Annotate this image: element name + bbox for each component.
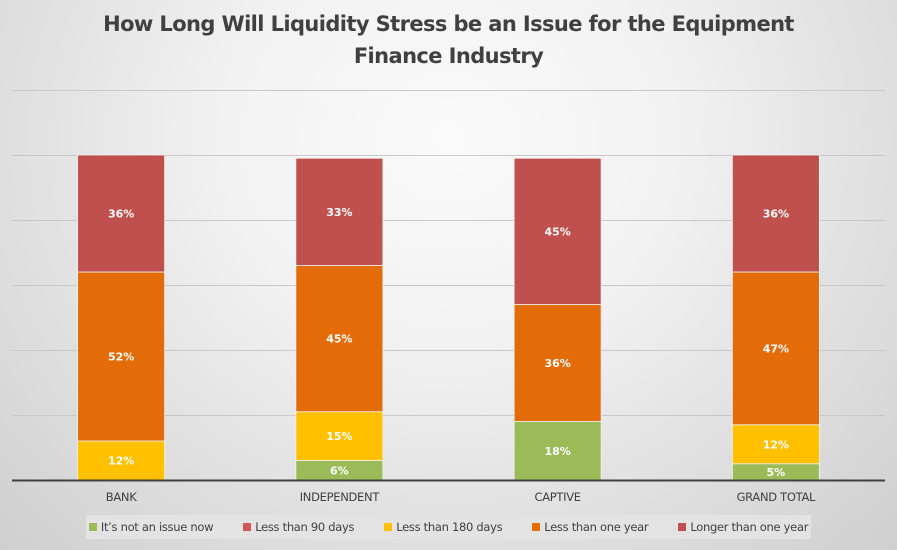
x-tick-label: INDEPENDENT <box>300 490 381 504</box>
bar-segment-less-than-one-year <box>513 304 602 422</box>
data-label: 36% <box>763 208 789 221</box>
x-tick-label: BANK <box>106 490 137 504</box>
data-label: 6% <box>330 464 349 477</box>
data-label: 36% <box>544 357 570 370</box>
legend-label: Longer than one year <box>690 520 809 534</box>
bar-segment-less-than-one-year <box>77 271 166 442</box>
data-label: 36% <box>108 208 134 221</box>
bar-segment-less-than-one-year <box>295 265 384 413</box>
data-label: 15% <box>326 430 352 443</box>
bar-segment-longer-than-one-year <box>295 157 384 266</box>
bars <box>77 154 820 481</box>
legend-swatch-icon <box>243 523 252 531</box>
data-label: 52% <box>108 351 134 364</box>
chart-title: How Long Will Liquidity Stress be an Iss… <box>0 8 897 72</box>
bar-segment-less-than-180-days <box>731 424 820 465</box>
legend-swatch-icon <box>384 523 393 531</box>
data-label: 18% <box>544 445 570 458</box>
bar-segment-less-than-one-year <box>731 271 820 426</box>
legend-label: Less than 180 days <box>396 520 503 534</box>
legend-swatch-icon <box>678 523 687 531</box>
chart-title-line-2: Finance Industry <box>353 44 544 68</box>
legend-item: It’s not an issue now <box>88 520 214 534</box>
data-label: 33% <box>326 206 352 219</box>
legend-item: Less than one year <box>532 520 649 534</box>
x-tick-label: GRAND TOTAL <box>737 490 816 504</box>
data-label: 12% <box>763 438 789 451</box>
data-label: 5% <box>767 466 786 479</box>
data-label: 45% <box>544 225 570 238</box>
legend-item: Less than 180 days <box>384 520 503 534</box>
data-label: 12% <box>108 455 134 468</box>
legend: It’s not an issue now Less than 90 days Le… <box>86 515 811 539</box>
legend-item: Longer than one year <box>678 520 808 534</box>
legend-label: Less than 90 days <box>255 520 355 534</box>
bar-segment-longer-than-one-year <box>77 154 166 273</box>
bar-segment-longer-than-one-year <box>731 154 820 273</box>
legend-label: It’s not an issue now <box>100 520 214 534</box>
data-labels: 12% 52% 36% 6% 15% 45% 33% 18% 36% 45% 5% 12% 47% 36% <box>108 206 789 479</box>
bar-segment-less-than-180-days <box>77 440 166 481</box>
data-label: 47% <box>763 342 789 355</box>
bar-segment-less-than-180-days <box>295 411 384 461</box>
legend-swatch-icon <box>88 523 97 531</box>
data-label: 45% <box>326 333 352 346</box>
chart-title-line-1: How Long Will Liquidity Stress be an Iss… <box>103 12 794 36</box>
legend-label: Less than one year <box>544 520 649 534</box>
x-tick-label: CAPTIVE <box>534 490 580 504</box>
bar-segment-longer-than-one-year <box>513 157 602 305</box>
legend-swatch-icon <box>532 523 541 531</box>
legend-item: Less than 90 days <box>243 520 355 534</box>
x-axis: BANK INDEPENDENT CAPTIVE GRAND TOTAL <box>12 479 885 504</box>
